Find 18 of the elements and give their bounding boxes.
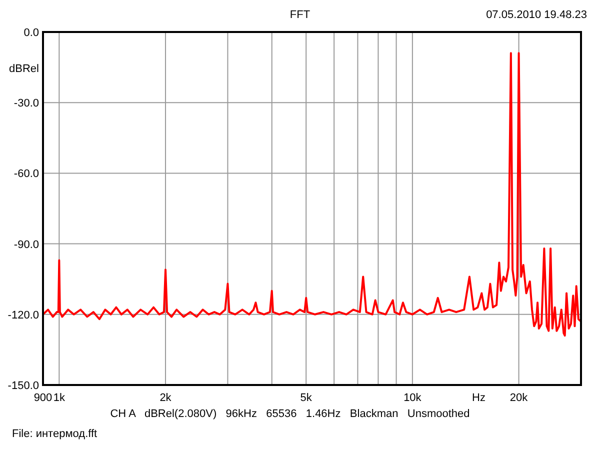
x-tick-label: 2k bbox=[160, 392, 172, 404]
y-tick-label: -60.0 bbox=[14, 168, 39, 180]
y-axis-title: dBRel bbox=[9, 63, 39, 75]
x-tick-label: 5k bbox=[300, 392, 312, 404]
text: CH A dBRel(2.080V) 96kHz 65536 1.46Hz Blackman Unsmoothed bbox=[110, 408, 470, 420]
x-tick-label: 10k bbox=[404, 392, 422, 404]
x-tick-label: 900 bbox=[34, 392, 52, 404]
text: 07.05.2010 19.48.23 bbox=[486, 9, 587, 21]
x-tick-label: 1k bbox=[53, 392, 66, 404]
y-tick-label: -30.0 bbox=[14, 98, 39, 110]
x-axis-title: Hz bbox=[472, 392, 486, 404]
chart-title: FFT bbox=[290, 9, 310, 21]
y-tick-label: -90.0 bbox=[14, 238, 39, 251]
y-tick-label: -150.0 bbox=[8, 380, 39, 392]
y-tick-label: -120.0 bbox=[8, 309, 39, 322]
x-tick-label: 20k bbox=[510, 392, 528, 404]
y-tick-label: 0.0 bbox=[24, 27, 39, 39]
text: File: интермод.fft bbox=[12, 428, 98, 440]
